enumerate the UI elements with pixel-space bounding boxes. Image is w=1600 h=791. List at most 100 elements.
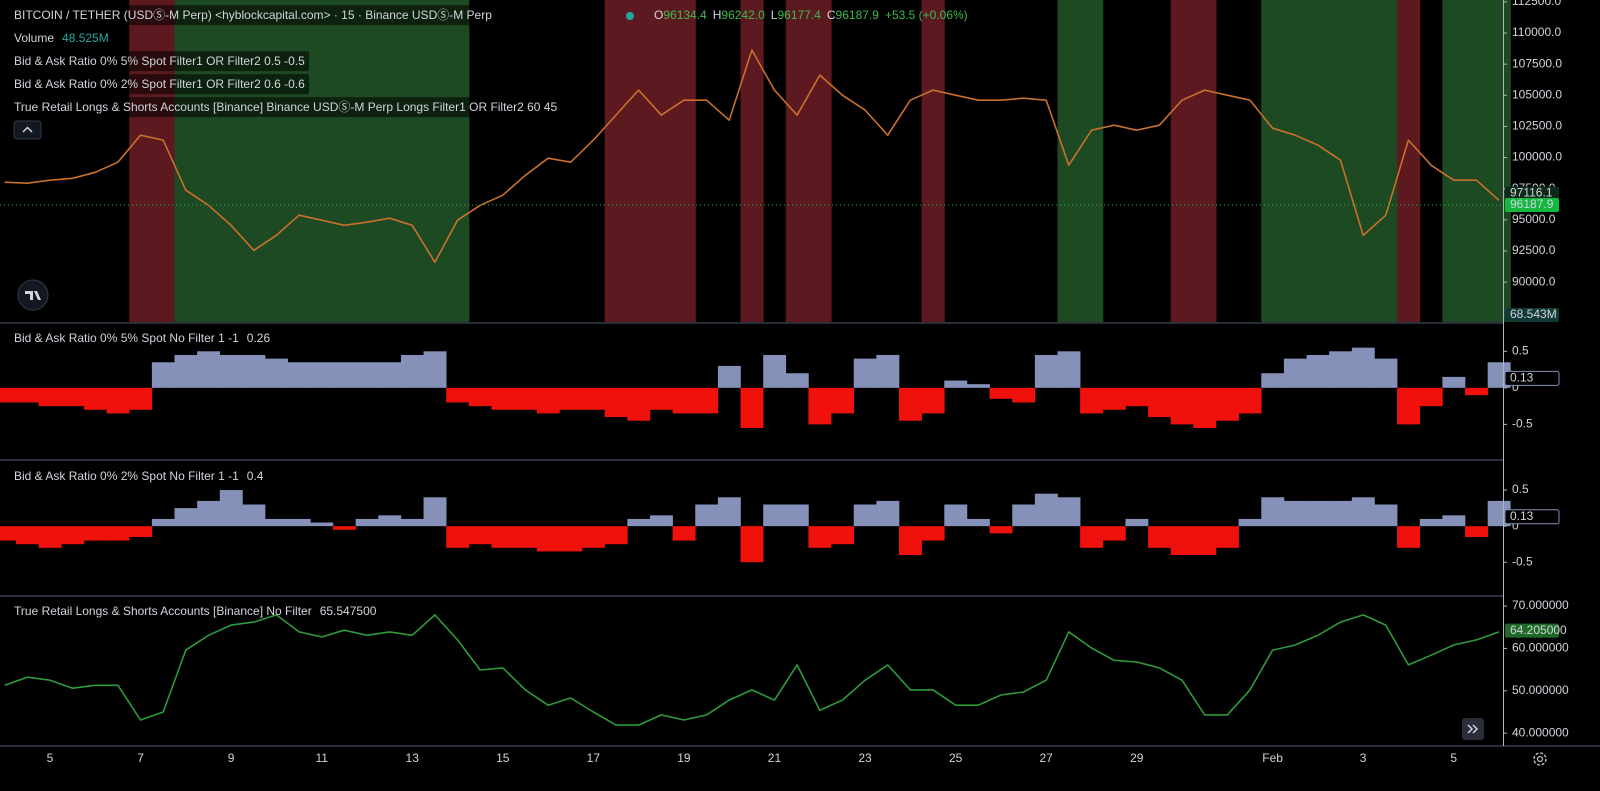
histogram-bar: [1465, 387, 1488, 396]
highlight-zone: [785, 0, 809, 322]
histogram-bar: [1193, 526, 1217, 556]
highlight-zone: [242, 0, 266, 322]
histogram-bar: [604, 526, 628, 545]
gear-inner[interactable]: [1536, 755, 1544, 763]
scroll-to-latest-button[interactable]: [1462, 718, 1484, 740]
volume-label: Volume: [14, 31, 54, 45]
histogram-bar: [1329, 351, 1353, 388]
price-marker-label: 0.13: [1510, 371, 1534, 385]
highlight-zone: [1170, 0, 1194, 322]
price-marker: [1505, 186, 1559, 201]
histogram-bar: [876, 354, 900, 388]
highlight-zone: [355, 0, 379, 322]
histogram-bar: [332, 526, 356, 530]
x-tick-label: 25: [949, 751, 963, 765]
highlight-zone: [1306, 0, 1330, 322]
x-tick-label: 13: [406, 751, 420, 765]
x-tick-label: 9: [228, 751, 235, 765]
double-chevron[interactable]: [1467, 724, 1479, 734]
histogram-bar: [1057, 497, 1081, 527]
histogram-bar: [400, 354, 424, 388]
indicator-legend: True Retail Longs & Shorts Accounts [Bin…: [14, 100, 557, 114]
histogram-bar: [423, 351, 447, 388]
histogram-bar: [1419, 387, 1443, 407]
histogram-bar: [1148, 387, 1172, 418]
histogram-bar: [219, 490, 243, 527]
highlight-zone: [151, 0, 176, 322]
logo-mark[interactable]: [25, 291, 41, 300]
histogram-bar: [1148, 526, 1172, 548]
highlight-zone: [174, 0, 198, 322]
histogram-bar: [559, 526, 583, 552]
highlight-zone: [287, 0, 311, 322]
histogram-bar: [514, 387, 538, 410]
pane-title: True Retail Longs & Shorts Accounts [Bin…: [14, 604, 312, 618]
histogram-bar: [219, 354, 243, 388]
histogram-bar: [242, 504, 266, 527]
status-dot: [626, 12, 634, 20]
histogram-bar: [1080, 526, 1104, 548]
histogram-bar: [1102, 526, 1126, 541]
histogram-bar: [1283, 500, 1307, 527]
x-tick-label: Feb: [1262, 751, 1283, 765]
gear-outer[interactable]: [1533, 752, 1547, 766]
histogram-bar: [899, 526, 922, 556]
histogram-bar: [536, 526, 560, 552]
histogram-bar: [151, 518, 175, 527]
y-tick-label: 70.000000: [1512, 598, 1569, 612]
histogram-bar: [1442, 515, 1466, 527]
histogram-bar: [265, 518, 289, 527]
x-tick-label: 11: [315, 751, 328, 765]
histogram-bar: [944, 380, 968, 388]
price-marker: [1505, 623, 1559, 638]
ohlc-value: 96134.4: [663, 8, 707, 22]
histogram-bar: [627, 387, 651, 421]
histogram-bar: [16, 526, 39, 545]
highlight-zone: [1057, 0, 1081, 322]
highlight-zone: [1442, 0, 1466, 322]
indicator-legend: Bid & Ask Ratio 0% 2% Spot Filter1 OR Fi…: [14, 77, 305, 91]
highlight-zone: [1397, 0, 1421, 322]
histogram-bar: [1351, 497, 1375, 527]
y-tick-label: 40.000000: [1512, 725, 1569, 739]
highlight-zone: [672, 0, 696, 322]
histogram-bar: [966, 384, 990, 388]
highlight-zone: [1283, 0, 1308, 322]
tv-logo[interactable]: [17, 279, 49, 311]
histogram-bar: [287, 518, 311, 527]
y-tick-label: 0: [1512, 518, 1519, 532]
x-tick-label: 19: [677, 751, 691, 765]
histogram-bar: [468, 387, 492, 407]
histogram-bar: [763, 354, 787, 388]
price-marker: [1504, 509, 1560, 525]
highlight-zone: [1465, 0, 1489, 322]
y-tick-label: 112500.0: [1512, 0, 1561, 8]
histogram-bar: [1170, 387, 1194, 425]
label-background: [10, 74, 310, 95]
label-background: [10, 51, 310, 72]
histogram-bar: [672, 387, 696, 414]
histogram-bar: [536, 387, 560, 414]
collapse-button[interactable]: [13, 120, 42, 140]
histogram-bar: [446, 526, 470, 548]
chevron-up[interactable]: [22, 126, 33, 133]
histogram-bar: [763, 504, 787, 527]
foreground-layer: 90000.092500.095000.097500.0100000.01025…: [10, 0, 1569, 765]
histogram-bar: [989, 387, 1013, 399]
y-tick-label: 95000.0: [1512, 212, 1556, 226]
price-marker-label: 97116.1: [1510, 186, 1553, 200]
histogram-bar: [1329, 500, 1353, 527]
histogram-bar: [151, 362, 175, 388]
y-tick-label: -0.5: [1512, 417, 1533, 431]
x-tick-label: 5: [1450, 751, 1457, 765]
settings-button[interactable]: [1533, 752, 1547, 766]
button-frame[interactable]: [13, 120, 42, 140]
price-marker: [1505, 198, 1559, 213]
pane-last-value: 65.547500: [320, 604, 377, 618]
y-tick-label: 107500.0: [1512, 56, 1562, 70]
histogram-bar: [106, 526, 130, 541]
y-tick-label: 0.5: [1512, 482, 1529, 496]
histogram-bar: [174, 508, 198, 527]
histogram-bar: [831, 526, 855, 545]
